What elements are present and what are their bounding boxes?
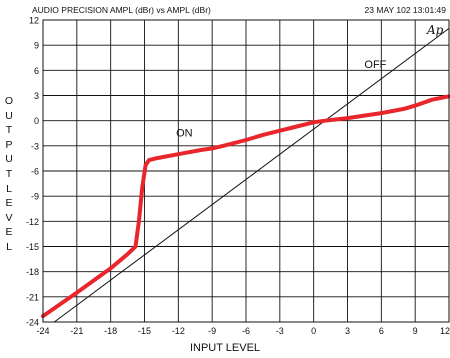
plot-series: [41, 27, 450, 323]
chart-header-timestamp: 23 MAY 102 13:01:49: [364, 5, 446, 15]
grid: [42, 19, 450, 323]
x-tick-label: -9: [208, 326, 216, 336]
annotation-off: OFF: [364, 59, 386, 71]
y-tick-label: -6: [31, 167, 39, 177]
x-tick-label: -24: [36, 326, 49, 336]
y-tick-label: -12: [26, 217, 39, 227]
x-tick-label: 6: [379, 326, 384, 336]
x-tick-label: 3: [345, 326, 350, 336]
x-tick-label: 9: [413, 326, 418, 336]
y-tick-label: -21: [26, 292, 39, 302]
y-tick-label: 0: [34, 116, 39, 126]
chart-header-left: AUDIO PRECISION AMPL (dBr) vs AMPL (dBr): [32, 5, 211, 15]
y-tick-label: -3: [31, 141, 39, 151]
x-tick-label: 12: [440, 326, 450, 336]
y-tick-label: -18: [26, 267, 39, 277]
y-tick-label: -9: [31, 192, 39, 202]
ap-logo: Ap: [426, 23, 444, 37]
y-tick-label: 12: [29, 16, 39, 26]
y-tick-label: 3: [34, 91, 39, 101]
x-tick-label: -6: [242, 326, 250, 336]
annotation-on: ON: [176, 128, 193, 140]
series-on-line: [41, 94, 450, 319]
series-off-line: [53, 27, 450, 323]
y-axis-label: OUTPUT LEVEL: [4, 95, 16, 253]
y-tick-label: 9: [34, 41, 39, 51]
y-tick-label: 6: [34, 66, 39, 76]
plot-frame: [42, 19, 450, 323]
x-tick-label: -3: [276, 326, 284, 336]
x-axis-label: INPUT LEVEL: [189, 342, 261, 354]
x-tick-label: -12: [172, 326, 185, 336]
y-tick-label: -24: [26, 318, 39, 328]
x-tick-label: -18: [104, 326, 117, 336]
plot-annotations: ON OFF: [176, 59, 387, 140]
tick-labels: -24 -21 -18 -15 -12 -9 -6 -3 0 3 6 9 12 12 9 6 3 0 -3 -6 -9 -…: [26, 16, 450, 337]
x-tick-label: -15: [138, 326, 151, 336]
y-tick-label: -15: [26, 242, 39, 252]
x-tick-label: -21: [70, 326, 83, 336]
x-tick-label: 0: [311, 326, 316, 336]
